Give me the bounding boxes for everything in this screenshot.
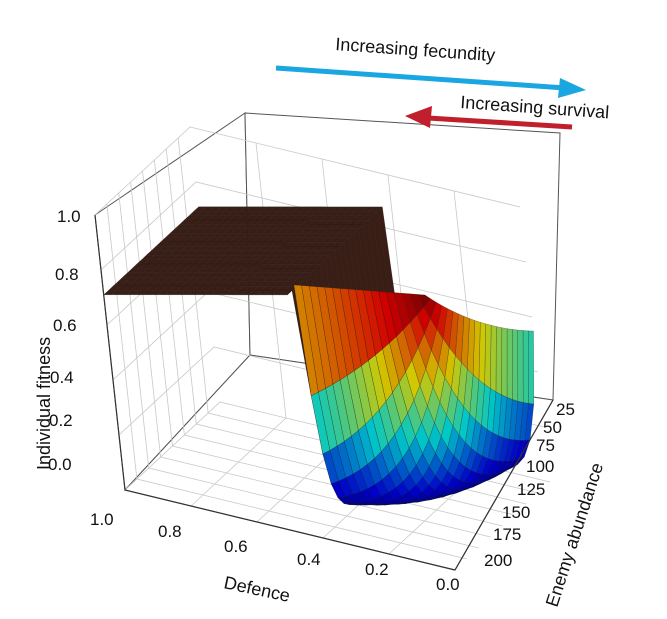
y-tick-label: 200 — [484, 551, 512, 570]
fecundity-arrow-head — [558, 78, 586, 98]
grid-line-y — [106, 203, 467, 560]
x-axis-line — [124, 489, 456, 571]
z-tick-label: 0.0 — [48, 455, 72, 474]
z-tick-label: 0.8 — [55, 265, 79, 284]
y-tick-label: 25 — [556, 400, 575, 419]
y-tick-label: 150 — [502, 503, 530, 522]
x-tick-label: 0.4 — [297, 550, 321, 569]
surface-patch — [416, 294, 431, 308]
x-axis-title: Defence — [222, 572, 292, 606]
surface-patch — [490, 325, 497, 393]
fecundity-arrow-shaft — [275, 65, 566, 91]
x-tick-label: 0.2 — [365, 560, 389, 579]
y-tick-label: 75 — [536, 436, 555, 455]
grid-line-z — [100, 181, 527, 271]
annotation-survival: Increasing survival — [405, 92, 610, 130]
x-tick-label: 0.6 — [224, 537, 248, 556]
annotation-fecundity-label: Increasing fecundity — [335, 34, 496, 65]
axis-lines — [94, 214, 554, 571]
surface-patch — [506, 328, 513, 400]
y-axis-line — [454, 399, 554, 571]
grid-line-z — [94, 126, 521, 216]
surface-patch — [512, 329, 518, 402]
y-axis-ticks: 25 50 75 100 125 150 175 200 — [484, 400, 575, 570]
z-tick-label: 1.0 — [57, 207, 81, 226]
surface-patch — [495, 326, 502, 396]
y-tick-label: 50 — [543, 418, 562, 437]
annotation-fecundity: Increasing fecundity — [275, 34, 586, 98]
z-tick-label: 0.6 — [53, 316, 77, 335]
surface-patch — [517, 329, 524, 403]
surface-patch — [501, 327, 508, 398]
z-tick-label: 0.2 — [49, 411, 73, 430]
z-axis-line — [94, 214, 126, 491]
y-tick-label: 100 — [526, 457, 554, 476]
x-tick-label: 0.8 — [158, 522, 182, 541]
z-axis-ticks: 0.0 0.2 0.4 0.6 0.8 1.0 — [48, 207, 81, 474]
x-tick-label: 0.0 — [436, 575, 460, 594]
y-axis-title: Enemy abundance — [542, 460, 607, 609]
annotation-survival-label: Increasing survival — [460, 92, 610, 122]
z-axis-title: Individual fitness — [34, 337, 54, 470]
z-tick-label: 0.4 — [50, 368, 74, 387]
survival-arrow-shaft — [427, 115, 573, 130]
surface-patch — [522, 330, 529, 404]
y-tick-label: 175 — [493, 525, 521, 544]
x-axis-ticks: 1.0 0.8 0.6 0.4 0.2 0.0 — [90, 510, 460, 594]
fitness-surface — [103, 206, 534, 506]
x-tick-label: 1.0 — [90, 510, 114, 529]
surface-patch — [528, 330, 534, 405]
survival-arrow-head — [405, 106, 432, 128]
y-tick-label: 125 — [517, 480, 545, 499]
